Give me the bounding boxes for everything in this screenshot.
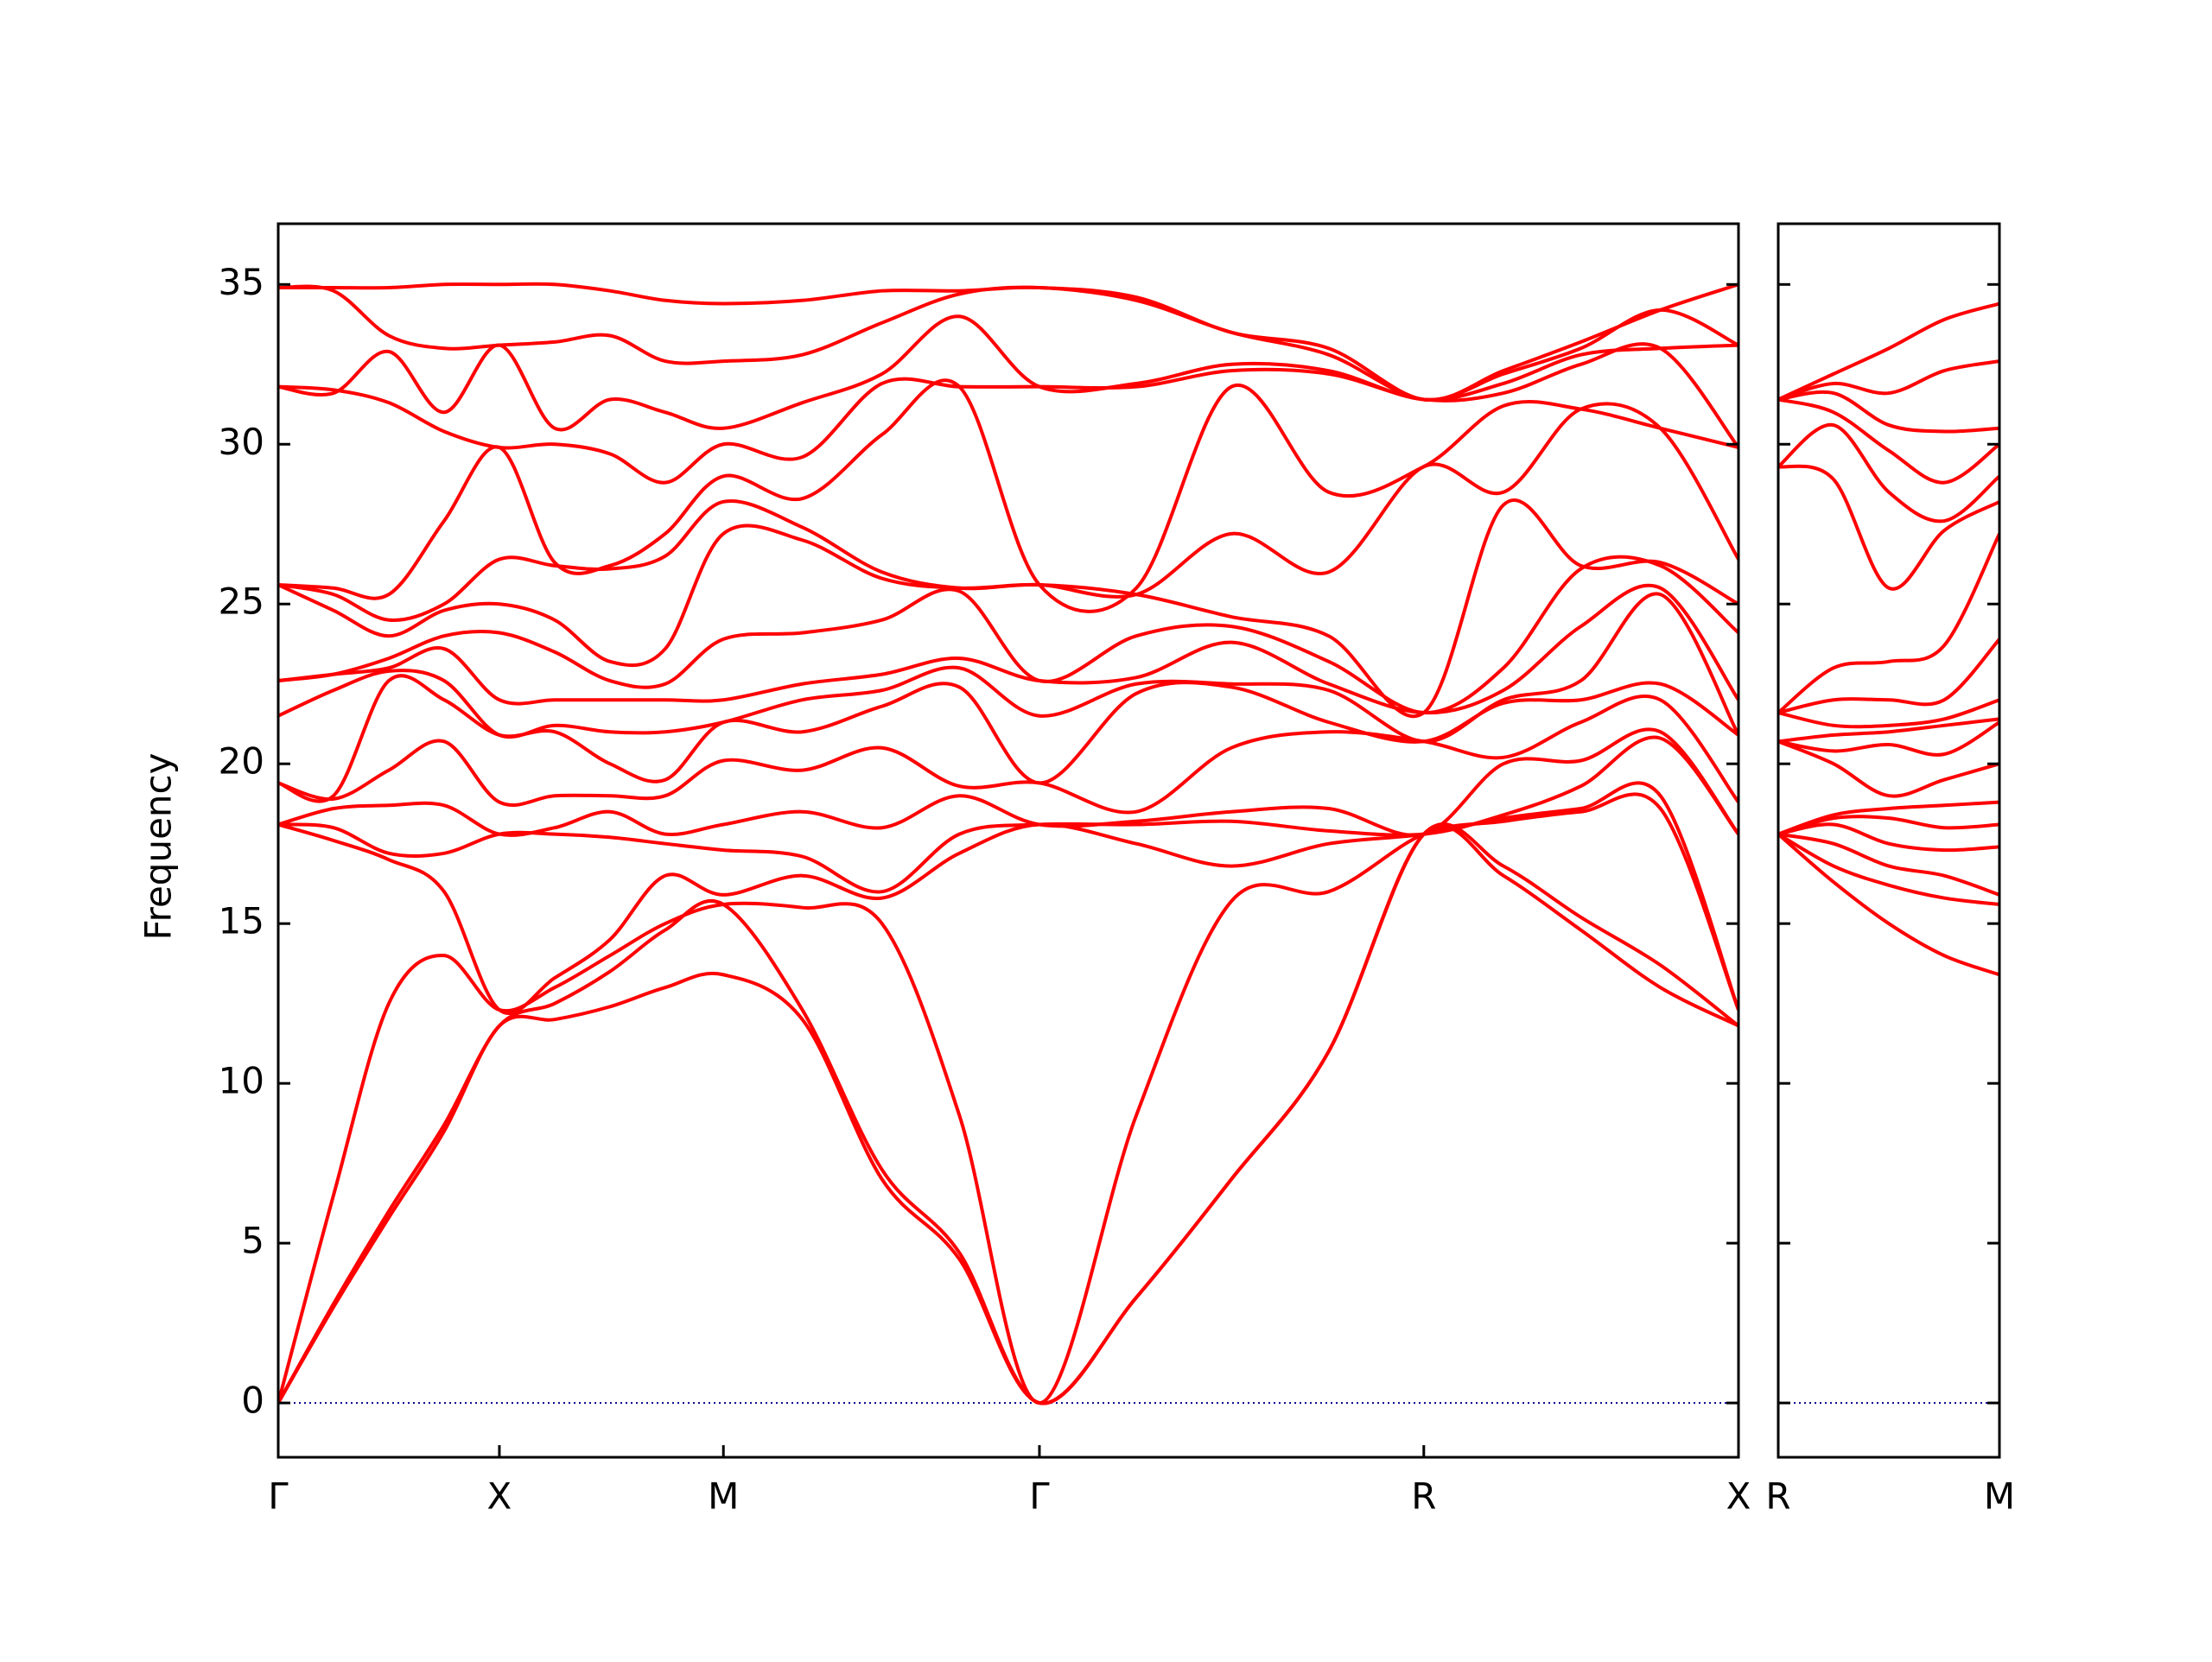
band-line <box>278 498 1738 719</box>
band-line <box>1778 822 1999 853</box>
band-line <box>278 402 1738 622</box>
band-line <box>278 284 1738 402</box>
band-line <box>278 314 1738 432</box>
axes-frame <box>276 222 1740 1459</box>
band-line <box>1778 717 1999 744</box>
y-tick-label: 5 <box>241 1220 264 1262</box>
y-tick-label: 15 <box>219 900 264 942</box>
band-line <box>1778 739 1999 798</box>
x-tick-label: X <box>487 1475 512 1518</box>
y-tick-label: 20 <box>219 740 264 783</box>
x-tick-label: M <box>1984 1475 2015 1518</box>
band-line <box>278 781 1738 1015</box>
band-line <box>278 592 1738 744</box>
plot-area <box>278 282 1738 1405</box>
band-line <box>1778 397 1999 485</box>
x-tick-label: R <box>1411 1475 1436 1518</box>
band-line <box>278 694 1738 815</box>
band-line <box>1778 720 1999 757</box>
band-line <box>278 378 1738 613</box>
band-line <box>1778 698 1999 729</box>
x-tick-label: Γ <box>268 1475 289 1518</box>
x-tick-label: X <box>1726 1475 1751 1518</box>
y-tick-label: 10 <box>219 1060 264 1102</box>
band-line <box>1778 800 1999 836</box>
band-line <box>278 823 1738 1405</box>
band-line <box>278 342 1738 485</box>
band-line <box>278 583 1738 715</box>
band-line <box>278 735 1738 894</box>
band-line <box>1778 422 1999 523</box>
band-line <box>1778 464 1999 591</box>
band-line <box>1778 301 1999 402</box>
x-tick-label: Γ <box>1029 1475 1050 1518</box>
band-line <box>1778 638 1999 714</box>
band-line <box>278 282 1738 402</box>
x-tick-label: M <box>708 1475 739 1518</box>
plot-area <box>1778 301 1999 977</box>
band-line <box>1778 832 1999 897</box>
y-tick-label: 30 <box>219 421 264 463</box>
y-tick-label: 35 <box>219 261 264 303</box>
band-line <box>278 727 1738 837</box>
axes-frame <box>1777 222 2001 1459</box>
y-tick-label: 0 <box>241 1380 264 1422</box>
band-line <box>278 822 1738 1405</box>
band-line <box>278 555 1738 715</box>
band-line <box>1778 833 1999 977</box>
y-axis-label: Frequency <box>137 753 180 941</box>
band-line <box>1778 359 1999 402</box>
x-tick-label: R <box>1765 1475 1790 1518</box>
y-tick-label: 25 <box>219 580 264 623</box>
band-line <box>1778 832 1999 906</box>
band-line <box>1778 390 1999 434</box>
band-line <box>1778 815 1999 836</box>
band-line <box>1778 532 1999 714</box>
